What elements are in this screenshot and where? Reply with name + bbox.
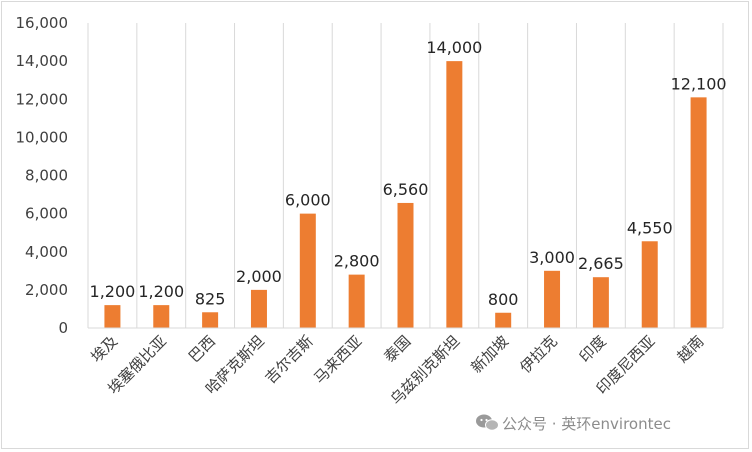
data-label: 800	[488, 290, 519, 309]
x-tick-label: 埃及	[87, 332, 121, 366]
x-tick-label: 马来西亚	[310, 332, 365, 387]
y-tick-label: 10,000	[16, 128, 69, 146]
y-tick-label: 14,000	[16, 52, 69, 70]
bar	[397, 202, 414, 328]
data-label: 1,200	[90, 282, 136, 301]
watermark-text: 公众号 · 英环environtec	[502, 415, 671, 433]
x-tick-label: 新加坡	[467, 332, 512, 377]
data-label: 4,550	[627, 218, 673, 237]
x-tick-label: 巴西	[185, 332, 219, 366]
data-label: 14,000	[426, 38, 482, 57]
wechat-icon	[476, 414, 499, 431]
y-tick-label: 12,000	[16, 90, 69, 108]
data-labels: 1,200 1,200 825 2,000 6,000 2,800 6,560 14,000 8…	[90, 38, 727, 309]
y-tick-label: 0	[58, 319, 68, 337]
bar	[348, 274, 365, 328]
watermark: 公众号 · 英环environtec	[476, 414, 671, 433]
bar	[446, 61, 463, 328]
bar	[299, 213, 316, 328]
data-label: 12,100	[671, 74, 727, 93]
x-tick-label: 泰国	[380, 332, 414, 366]
bar	[690, 97, 707, 328]
data-label: 2,665	[578, 254, 624, 273]
data-label: 6,000	[285, 191, 331, 210]
bar	[250, 289, 267, 328]
x-tick-label: 伊拉克	[516, 332, 561, 377]
bar	[592, 277, 609, 328]
data-label: 825	[195, 289, 226, 308]
y-axis-ticks: 0 2,000 4,000 6,000 8,000 10,000 12,000 14,000 1…	[16, 14, 69, 337]
x-tick-label: 越南	[673, 332, 707, 366]
gridlines	[87, 23, 724, 328]
y-tick-label: 2,000	[25, 281, 68, 299]
bars	[104, 61, 707, 328]
bar	[641, 241, 658, 328]
bar	[104, 305, 121, 328]
y-tick-label: 16,000	[16, 14, 69, 32]
data-label: 3,000	[529, 248, 575, 267]
y-tick-label: 4,000	[25, 243, 68, 261]
data-label: 6,560	[383, 180, 429, 199]
bar	[202, 312, 219, 328]
y-tick-label: 8,000	[25, 167, 68, 185]
bar	[153, 305, 170, 328]
x-tick-label: 印度	[576, 332, 610, 366]
bar	[495, 312, 512, 328]
data-label: 2,000	[236, 267, 282, 286]
y-tick-label: 6,000	[25, 205, 68, 223]
data-label: 2,800	[334, 252, 380, 271]
bar	[544, 270, 561, 328]
x-tick-label: 吉尔吉斯	[261, 332, 316, 387]
data-label: 1,200	[138, 282, 184, 301]
